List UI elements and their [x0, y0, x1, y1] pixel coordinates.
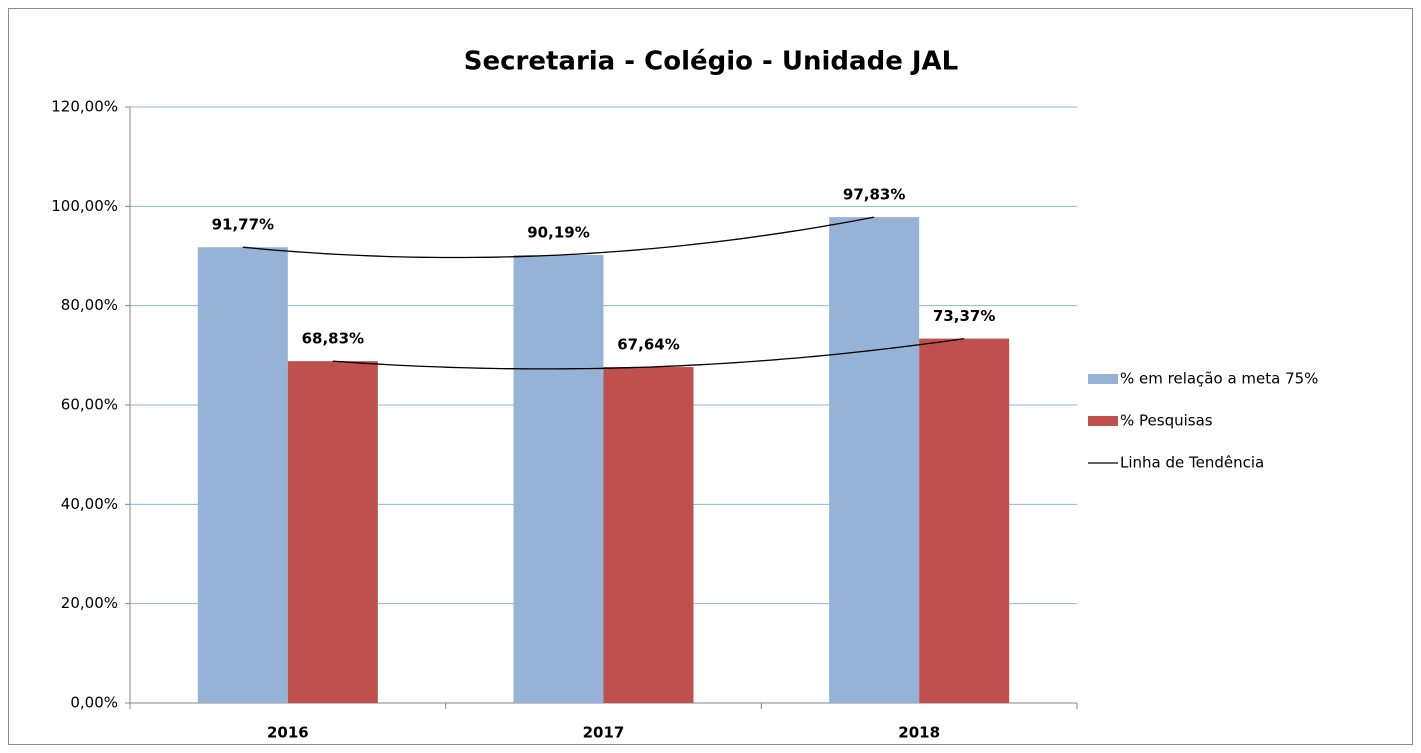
data-label: 91,77%	[212, 216, 274, 234]
data-label: 73,37%	[933, 307, 995, 325]
data-label: 90,19%	[527, 224, 589, 242]
chart-title: Secretaria - Colégio - Unidade JAL	[464, 47, 959, 77]
bar	[513, 255, 604, 703]
trend-line	[332, 337, 965, 370]
trend-line	[242, 216, 875, 259]
x-tick-label: 2017	[583, 724, 625, 742]
bar	[919, 338, 1010, 703]
x-tick-label: 2016	[267, 724, 309, 742]
legend-label: % Pesquisas	[1120, 412, 1213, 430]
bar	[197, 247, 288, 704]
legend-swatch	[1088, 374, 1118, 384]
y-tick-label: 100,00%	[51, 197, 118, 215]
y-tick-label: 0,00%	[70, 694, 118, 712]
x-tick-label: 2018	[898, 724, 940, 742]
y-tick-label: 80,00%	[61, 296, 118, 314]
y-tick-label: 120,00%	[51, 98, 118, 116]
legend-label: % em relação a meta 75%	[1120, 370, 1318, 388]
y-tick-label: 40,00%	[61, 495, 118, 513]
data-label: 97,83%	[843, 186, 905, 204]
y-tick-label: 60,00%	[61, 396, 118, 414]
data-label: 67,64%	[617, 336, 679, 354]
legend-swatch	[1088, 416, 1118, 426]
bar	[603, 367, 694, 703]
bar	[287, 361, 378, 703]
legend-label: Linha de Tendência	[1120, 454, 1264, 472]
y-tick-label: 20,00%	[61, 594, 118, 612]
bar	[829, 217, 920, 703]
data-label: 68,83%	[302, 330, 364, 348]
